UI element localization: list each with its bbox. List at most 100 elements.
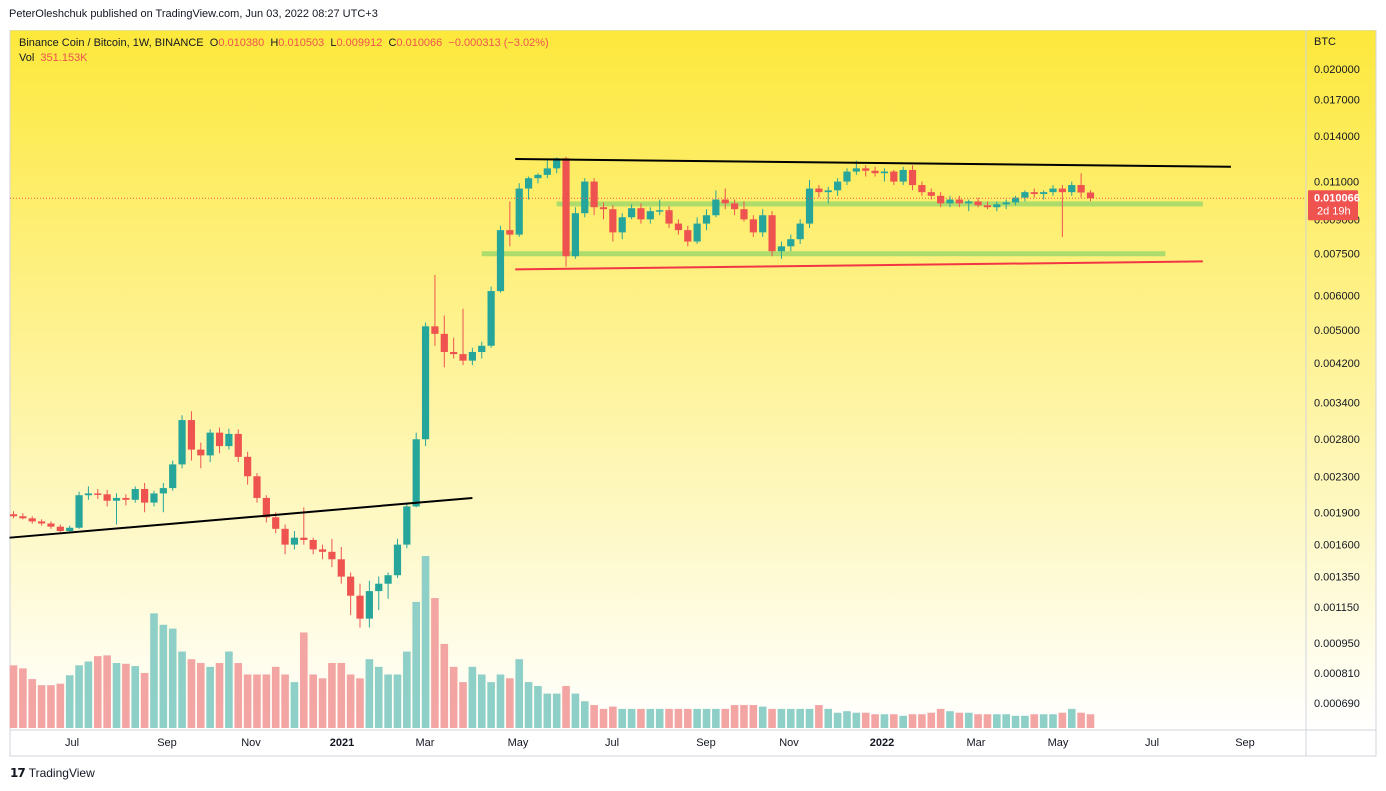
volume-bar — [861, 712, 870, 728]
volume-bar — [262, 674, 271, 728]
candle-body — [880, 171, 889, 174]
candle-body — [440, 333, 448, 352]
volume-bar — [815, 705, 823, 728]
candle-body — [141, 488, 149, 503]
price-tick-label: 0.004200 — [1314, 358, 1360, 370]
volume-bar — [946, 711, 954, 728]
price-tick-label: 0.014000 — [1314, 131, 1360, 143]
candle-body — [300, 537, 308, 540]
symbol-title[interactable]: Binance Coin / Bitcoin, 1W, BINANCE — [19, 37, 204, 49]
price-tick-label: 0.001900 — [1314, 507, 1360, 519]
volume-bar — [431, 598, 439, 728]
volume-bar — [899, 715, 907, 728]
candle-body — [843, 171, 851, 182]
volume-bar — [337, 663, 346, 728]
candle-body — [983, 205, 992, 208]
candle-body — [403, 506, 411, 545]
volume-bar — [393, 674, 402, 728]
candle-body — [412, 439, 420, 507]
candle-body — [543, 168, 551, 175]
volume-bar — [833, 712, 842, 728]
candle-body — [918, 185, 926, 193]
volume-bar — [843, 711, 851, 728]
volume-bar — [674, 708, 683, 728]
volume-bar — [122, 663, 130, 728]
time-axis: Jul Sep Nov 2021 Mar May Jul Sep Nov 2022 Mar May Ju… — [65, 737, 1255, 749]
low-label: L — [330, 37, 337, 49]
candle-body — [1058, 188, 1066, 193]
volume-value: 351.153K — [40, 52, 88, 64]
bar-countdown: 2d 19h — [1317, 205, 1351, 217]
candle-body — [871, 170, 879, 174]
candle-body — [618, 217, 626, 233]
candle-body — [150, 493, 158, 503]
candle-body — [450, 351, 458, 355]
candle-body — [178, 420, 186, 465]
candle-body — [103, 494, 111, 501]
candle-body — [244, 456, 252, 477]
time-tick-label: Nov — [779, 737, 799, 749]
tradingview-logo-icon: 17 — [10, 766, 26, 780]
candle-body — [908, 169, 917, 186]
volume-bar — [927, 712, 936, 728]
price-tick-label: 0.007500 — [1314, 249, 1360, 261]
candle-body — [777, 246, 786, 252]
candle-body — [768, 215, 776, 252]
volume-bar — [168, 628, 177, 728]
open-label: O — [209, 37, 219, 49]
time-tick-label: Jul — [605, 737, 619, 749]
candle-body — [187, 420, 196, 450]
volume-bar — [852, 712, 861, 728]
candle-body — [1049, 188, 1057, 193]
tradingview-footer[interactable]: 17 TradingView — [10, 766, 95, 780]
candle-body — [487, 291, 495, 346]
volume-bar — [253, 674, 261, 728]
candle-body — [421, 326, 430, 440]
volume-bar — [646, 708, 655, 728]
price-tick-label: 0.000690 — [1314, 698, 1360, 710]
candle-body — [1002, 202, 1010, 205]
volume-bar — [459, 682, 467, 728]
candle-body — [272, 517, 280, 529]
low-value: 0.009912 — [336, 37, 383, 49]
volume-bar — [655, 708, 664, 728]
volume-bar — [506, 678, 514, 728]
price-tick-label: 0.001350 — [1314, 572, 1360, 584]
close-value: 0.010066 — [396, 37, 443, 49]
candle-body — [431, 326, 439, 334]
candle-body — [1077, 185, 1085, 193]
last-price-value: 0.010066 — [1314, 192, 1360, 204]
candle-body — [749, 219, 757, 233]
price-tick-label: 0.006000 — [1314, 291, 1360, 303]
time-tick-label: Jul — [1145, 737, 1159, 749]
volume-bar — [749, 705, 758, 728]
volume-bar — [93, 656, 102, 728]
volume-bar — [627, 708, 636, 728]
candle-body — [375, 583, 383, 592]
volume-bar — [365, 659, 374, 728]
volume-bar — [740, 705, 748, 728]
candle-body — [1040, 192, 1048, 194]
volume-label: Vol — [19, 52, 35, 64]
volume-row: Vol 351.153K — [19, 51, 549, 66]
volume-bar — [65, 675, 74, 728]
candle-body — [262, 497, 270, 518]
candle-body — [337, 559, 345, 577]
volume-bar — [880, 714, 889, 728]
candle-body — [347, 576, 355, 596]
volume-bar — [1086, 714, 1095, 728]
volume-bar — [1021, 715, 1029, 728]
volume-bar — [1077, 712, 1085, 728]
price-tick-label: 0.001150 — [1314, 602, 1359, 614]
volume-bar — [993, 714, 1001, 728]
volume-bar — [702, 708, 711, 728]
volume-bar — [562, 685, 570, 728]
candle-body — [1021, 192, 1029, 198]
high-label: H — [270, 37, 279, 49]
candle-body — [515, 188, 523, 235]
volume-bar — [796, 708, 804, 728]
volume-bar — [318, 678, 327, 728]
volume-bar — [403, 651, 411, 728]
volume-bar — [159, 624, 168, 728]
